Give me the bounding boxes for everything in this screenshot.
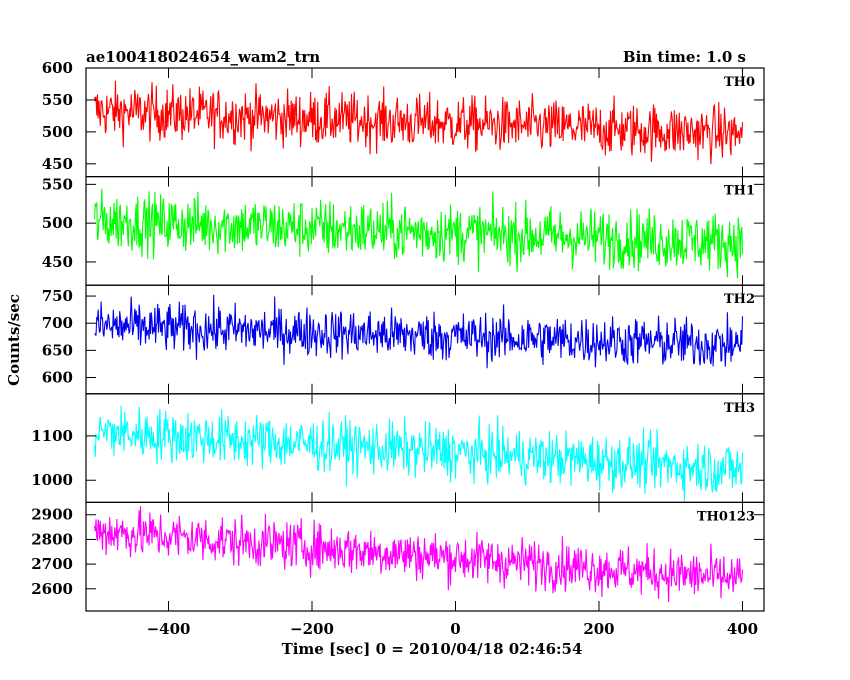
y-tick-label-th0123-2800: 2800 — [31, 530, 73, 548]
panel-label-th1: TH1 — [724, 184, 755, 199]
panel-label-th2: TH2 — [724, 292, 755, 307]
y-tick-label-th1-550: 550 — [42, 175, 73, 193]
x-tick-label-0: 0 — [450, 620, 460, 638]
y-tick-label-th0-600: 600 — [42, 59, 73, 77]
panel-label-th0: TH0 — [724, 75, 755, 90]
y-tick-label-th1-500: 500 — [42, 214, 73, 232]
x-tick-label-200: 200 — [583, 620, 614, 638]
panel-label-th3: TH3 — [724, 401, 755, 416]
y-tick-label-th0123-2600: 2600 — [31, 580, 73, 598]
panel-th0: 450 500 550 600 TH0 — [42, 59, 765, 178]
series-line-th0 — [94, 80, 744, 165]
y-tick-label-th0-500: 500 — [42, 123, 73, 141]
plot-title: ae100418024654_wam2_trn — [86, 48, 320, 66]
y-tick-label-th3-1000: 1000 — [31, 471, 73, 489]
y-tick-label-th2-700: 700 — [42, 314, 73, 332]
series-line-th1 — [94, 188, 744, 279]
y-tick-label-th2-600: 600 — [42, 369, 73, 387]
panel-frame-th0123 — [85, 501, 765, 612]
y-tick-label-th0123-2700: 2700 — [31, 555, 73, 573]
series-line-th0123 — [94, 506, 744, 603]
panels-group: 450 500 550 600 TH0 450 500 550 TH1 600 650 700 750 T… — [31, 59, 765, 612]
bin-time-label: Bin time: 1.0 s — [623, 48, 746, 66]
y-axis-title: Counts/sec — [5, 294, 23, 386]
y-tick-label-th2-750: 750 — [42, 287, 73, 305]
panel-th3: 1000 1100 TH3 — [31, 393, 765, 503]
panel-th1: 450 500 550 TH1 — [42, 175, 765, 286]
y-tick-label-th3-1100: 1100 — [31, 427, 73, 445]
panel-label-th0123: TH0123 — [697, 509, 755, 524]
panel-th0123: 2600 2700 2800 2900 TH0123 — [31, 501, 765, 612]
y-tick-label-th2-650: 650 — [42, 341, 73, 359]
x-tick-label-400: 400 — [727, 620, 758, 638]
x-axis: −400 −200 0 200 400 — [147, 620, 759, 638]
series-line-th2 — [94, 294, 744, 369]
x-tick-label--400: −400 — [147, 620, 191, 638]
y-tick-label-th0-450: 450 — [42, 155, 73, 173]
series-line-th3 — [94, 405, 744, 502]
x-tick-label--200: −200 — [290, 620, 334, 638]
y-tick-label-th0123-2900: 2900 — [31, 506, 73, 524]
y-tick-label-th0-550: 550 — [42, 91, 73, 109]
x-axis-title: Time [sec] 0 = 2010/04/18 02:46:54 — [282, 640, 583, 658]
panel-th2: 600 650 700 750 TH2 — [42, 284, 765, 395]
y-tick-label-th1-450: 450 — [42, 253, 73, 271]
